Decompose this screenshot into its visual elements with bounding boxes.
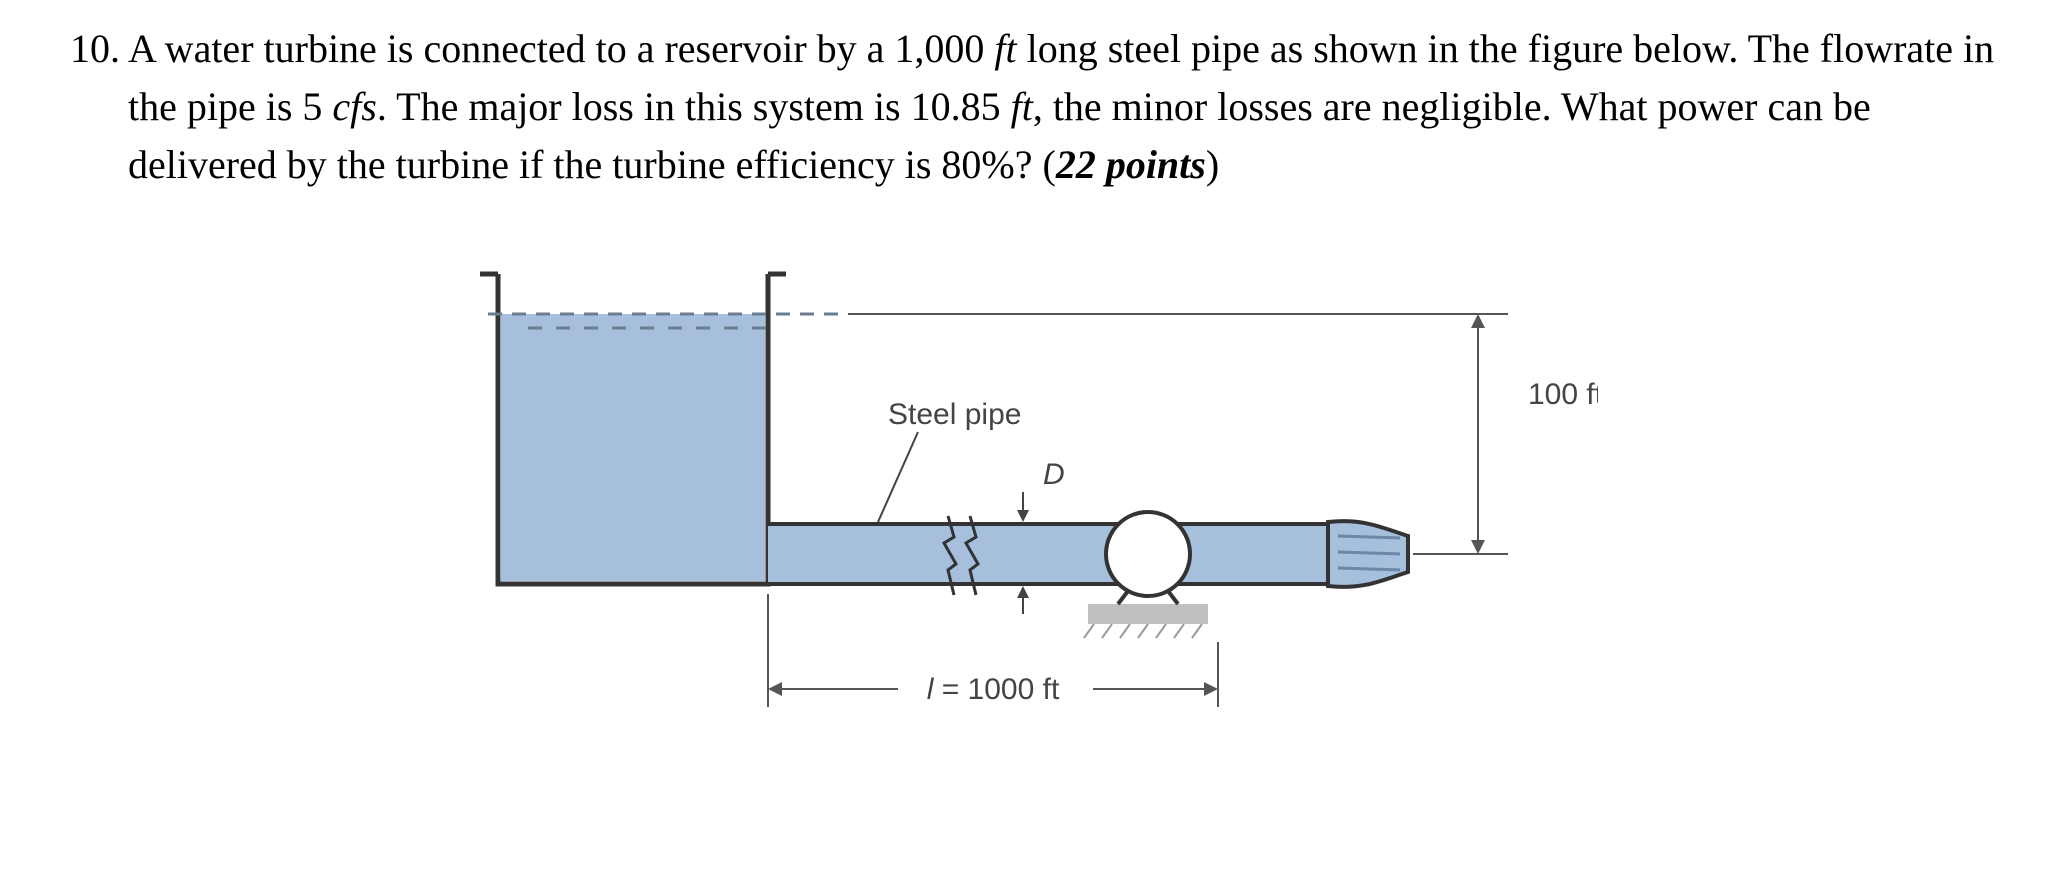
dim-length-label: l = 1000 ft (927, 673, 1060, 706)
q-seg5: ) (1206, 142, 1219, 187)
ground-hatch (1120, 624, 1130, 638)
nozzle-flow-line (1338, 568, 1400, 570)
question-number: 10. (40, 20, 128, 78)
d-arrowhead-up (1017, 586, 1029, 598)
figure-svg: Steel pipe D 100 ft l = 1000 ft (448, 244, 1598, 744)
ground-hatch (1192, 624, 1202, 638)
turbine-circle (1106, 512, 1190, 596)
ground-hatch (1102, 624, 1112, 638)
q-seg3: . The major loss in this system is 10.85 (377, 84, 1011, 129)
dim-height-arrow-bot (1471, 540, 1485, 554)
ground-hatch (1174, 624, 1184, 638)
nozzle-flow-line (1338, 552, 1400, 554)
dim-len-arrow-l (768, 682, 782, 696)
page: 10. A water turbine is connected to a re… (0, 0, 2046, 894)
unit-ft-2: ft (1011, 84, 1033, 129)
ground-hatch (1156, 624, 1166, 638)
unit-ft-1: ft (994, 26, 1016, 71)
q-seg1: A water turbine is connected to a reserv… (128, 26, 994, 71)
turbine-base (1088, 604, 1208, 624)
problem-block: 10. A water turbine is connected to a re… (40, 20, 2006, 194)
unit-cfs: cfs (332, 84, 376, 129)
ground-hatch (1084, 624, 1094, 638)
dim-height-arrow-top (1471, 314, 1485, 328)
svg-text:100 ft: 100 ft (1528, 378, 1598, 411)
pipe-water (768, 524, 1328, 584)
svg-text:Steel pipe: Steel pipe (888, 398, 1021, 431)
svg-text:D: D (1043, 458, 1065, 491)
turbine-leg-r (1168, 591, 1178, 604)
turbine-leg-l (1118, 591, 1128, 604)
points: 22 points (1056, 142, 1206, 187)
figure-container: Steel pipe D 100 ft l = 1000 ft (40, 244, 2006, 744)
d-arrowhead-down (1017, 510, 1029, 522)
ground-hatch (1138, 624, 1148, 638)
dim-len-arrow-r (1204, 682, 1218, 696)
pipe-label-leader (878, 432, 918, 522)
question-text: A water turbine is connected to a reserv… (128, 20, 2006, 194)
reservoir-water (501, 314, 765, 581)
nozzle-flow-line (1338, 536, 1400, 538)
